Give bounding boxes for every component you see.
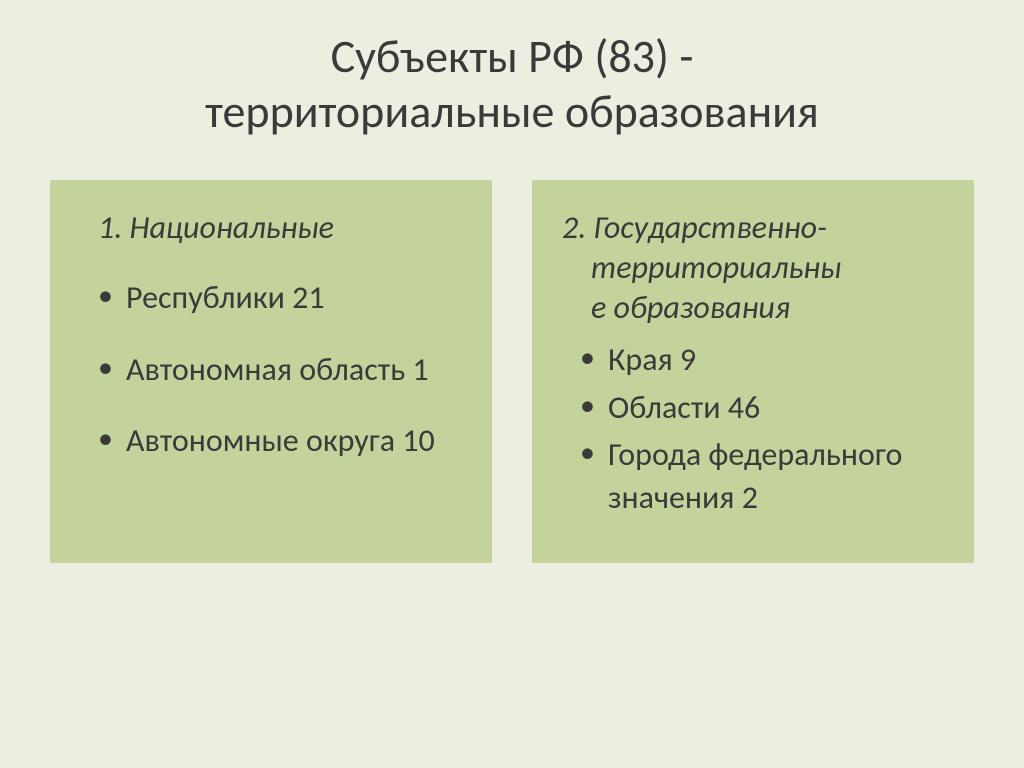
list-item: Республики 21 (98, 276, 462, 319)
left-heading-list: Национальные (80, 208, 462, 248)
left-bullet-list: Республики 21 Автономная область 1 Автон… (80, 276, 462, 462)
right-heading-l1: Государственно- (594, 208, 827, 247)
list-item: Автономные округа 10 (98, 419, 462, 462)
right-heading: 2. Государственно- территориальны е обра… (562, 208, 944, 328)
right-bullet-list: Края 9 Области 46 Города федерального зн… (562, 338, 944, 519)
right-heading-num: 2 (562, 208, 578, 247)
right-heading-l3: е образования (591, 288, 790, 327)
left-heading: Национальные (98, 208, 462, 248)
title-line-1: Субъекты РФ (83) - (331, 29, 694, 85)
right-heading-l2: территориальны (591, 248, 841, 287)
list-item: Края 9 (580, 338, 944, 381)
slide-title: Субъекты РФ (83) - территориальные образ… (0, 0, 1024, 160)
list-item: Города федерального значения 2 (580, 433, 944, 519)
list-item: Автономная область 1 (98, 348, 462, 391)
list-item: Области 46 (580, 386, 944, 429)
left-column: Национальные Республики 21 Автономная об… (50, 180, 492, 563)
title-line-2: территориальные образования (205, 84, 819, 140)
content-area: Национальные Республики 21 Автономная об… (0, 160, 1024, 563)
right-column: 2. Государственно- территориальны е обра… (532, 180, 974, 563)
